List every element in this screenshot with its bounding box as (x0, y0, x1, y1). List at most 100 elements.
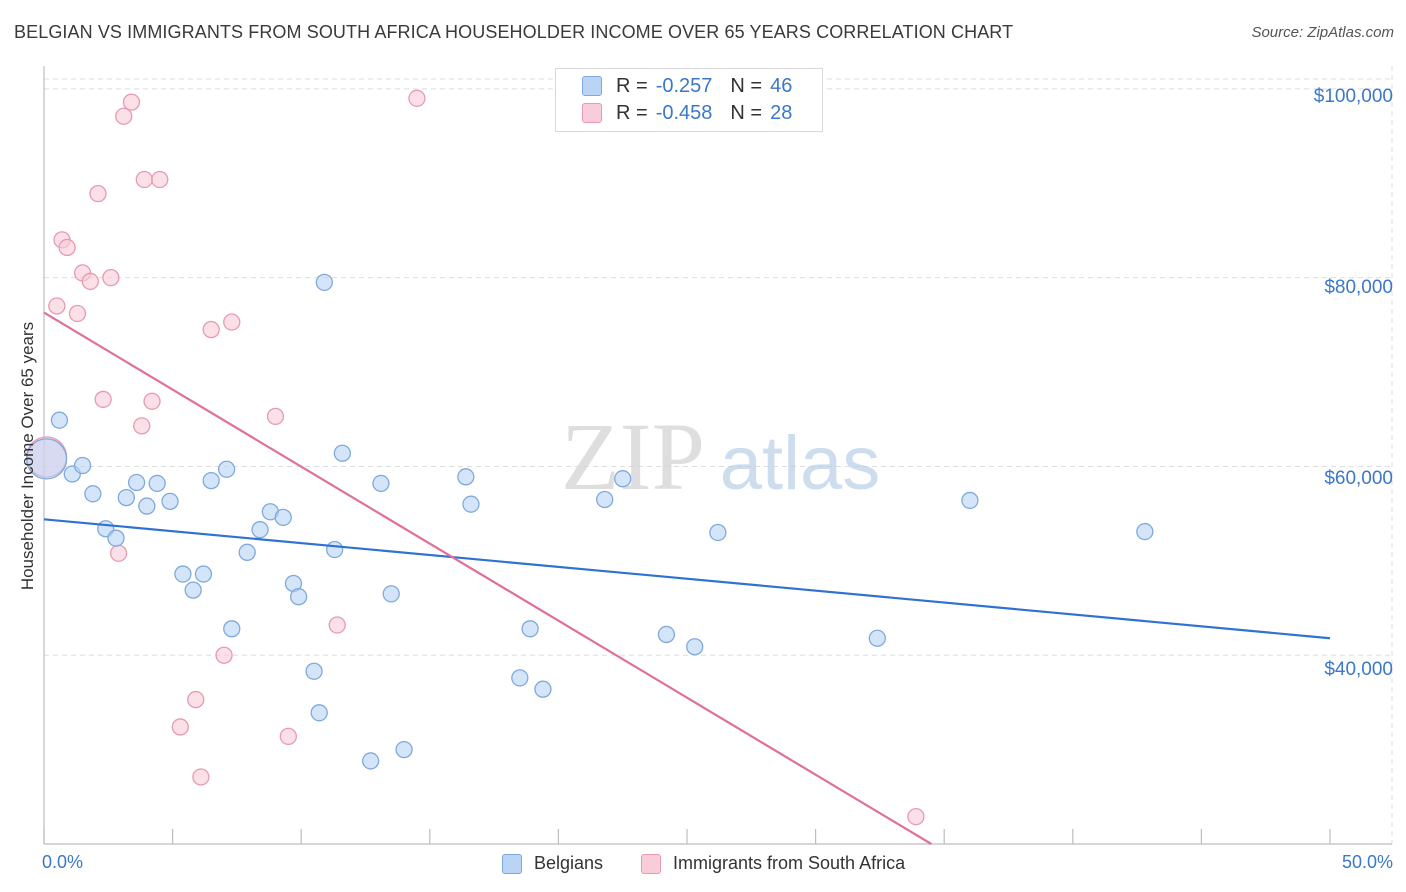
watermark: ZIP atlas (561, 403, 880, 510)
chart-title: BELGIAN VS IMMIGRANTS FROM SOUTH AFRICA … (14, 22, 1014, 42)
n-value: 46 (770, 74, 793, 97)
belgians-point (614, 470, 632, 488)
immigrants-point (102, 269, 120, 287)
belgians-point (395, 740, 413, 759)
belgians-point (161, 492, 179, 511)
belgians-point (657, 625, 676, 644)
legend-swatch-pink (582, 103, 602, 123)
belgians-point (217, 460, 236, 478)
belgians-point (1136, 522, 1154, 541)
belgians-point (686, 638, 704, 656)
legend-swatch-blue (582, 76, 602, 96)
immigrants-point (122, 93, 141, 111)
legend-label-immigrants: Immigrants from South Africa (673, 853, 906, 873)
immigrants-point (328, 616, 346, 634)
belgians-point (223, 620, 241, 638)
legend-item-belgians[interactable]: Belgians (502, 853, 603, 874)
immigrants-point (279, 727, 297, 746)
belgians-point (202, 471, 220, 490)
watermark-zip: ZIP (561, 403, 705, 510)
immigrants-point (202, 320, 220, 339)
belgians-point (709, 523, 727, 542)
immigrants-point (266, 407, 285, 426)
r-label: R = (616, 74, 648, 97)
belgians-point (184, 581, 202, 599)
immigrants-point (223, 313, 241, 331)
belgians-point (117, 488, 135, 507)
immigrants-point (68, 304, 87, 323)
belgians-point (868, 629, 886, 647)
x-tick-label-max: 50.0% (1341, 852, 1393, 872)
immigrants-point (143, 392, 161, 410)
legend-item-immigrants[interactable]: Immigrants from South Africa (641, 853, 905, 874)
belgians-point (50, 411, 69, 429)
n-label: N = (730, 101, 763, 124)
belgians-point (372, 474, 390, 493)
belgians-point (462, 495, 480, 513)
legend-swatch-pink (641, 853, 661, 874)
immigrants-point (171, 718, 189, 736)
immigrants-point (907, 807, 925, 826)
immigrants-point (192, 768, 210, 786)
immigrants-point (187, 690, 205, 709)
belgians-point (310, 704, 328, 722)
belgians-point (73, 456, 92, 475)
y-axis-label: Householder Income Over 65 years (18, 321, 37, 591)
n-label: N = (730, 74, 763, 97)
belgians-point (534, 680, 552, 698)
belgians-point (325, 540, 344, 559)
immigrants-point (81, 272, 99, 291)
y-tick-label-80000: $80,000 (1324, 277, 1393, 298)
belgians-point (961, 491, 979, 510)
immigrants-point (115, 107, 133, 125)
belgians-point (25, 438, 68, 480)
belgians-point (333, 444, 352, 462)
n-value: 28 (770, 101, 793, 124)
legend-label-belgians: Belgians (534, 853, 604, 873)
y-tick-label-40000: $40,000 (1324, 659, 1393, 680)
stats-legend-row-immigrants: R = -0.458 N = 28 (582, 100, 792, 126)
series-legend: Belgians Immigrants from South Africa (0, 852, 1406, 876)
x-tick-label-min: 0.0% (42, 852, 84, 872)
belgians-trendline (43, 518, 1331, 640)
y-tick-label-60000: $60,000 (1324, 468, 1393, 489)
belgians-point (238, 543, 256, 561)
immigrants-point (151, 170, 169, 189)
r-value: -0.257 (655, 74, 713, 97)
belgians-point (305, 662, 323, 680)
belgians-point (148, 474, 166, 493)
belgians-point (457, 468, 475, 486)
belgians-point (174, 565, 192, 583)
belgians-point (138, 497, 156, 515)
r-label: R = (616, 101, 648, 124)
immigrants-point (408, 89, 426, 107)
belgians-point (274, 508, 292, 527)
belgians-point (511, 669, 529, 687)
immigrants-point (58, 238, 76, 257)
immigrants-point (133, 417, 151, 435)
belgians-point (315, 273, 333, 292)
belgians-point (361, 752, 380, 770)
belgians-point (194, 565, 213, 583)
immigrants-point (48, 297, 66, 315)
immigrants-point (94, 390, 112, 409)
gridlines (44, 66, 1393, 844)
belgians-point (289, 588, 308, 606)
legend-swatch-blue (502, 853, 522, 874)
belgians-point (521, 620, 539, 638)
trendlines (43, 311, 1331, 845)
source-label: Source: ZipAtlas.com (1251, 24, 1394, 41)
belgians-point (382, 585, 400, 603)
belgians-point (127, 473, 146, 492)
immigrants-point (135, 170, 153, 189)
belgians-point (596, 490, 614, 509)
r-value: -0.458 (655, 101, 713, 124)
belgians-point (84, 485, 102, 503)
stats-legend-row-belgians: R = -0.257 N = 46 (582, 73, 792, 99)
immigrants-point (89, 185, 107, 203)
stats-legend: R = -0.257 N = 46 R = -0.458 N = 28 (555, 68, 823, 132)
watermark-atlas: atlas (720, 421, 881, 506)
immigrants-trendline (43, 311, 932, 845)
y-tick-label-100000: $100,000 (1313, 86, 1393, 107)
